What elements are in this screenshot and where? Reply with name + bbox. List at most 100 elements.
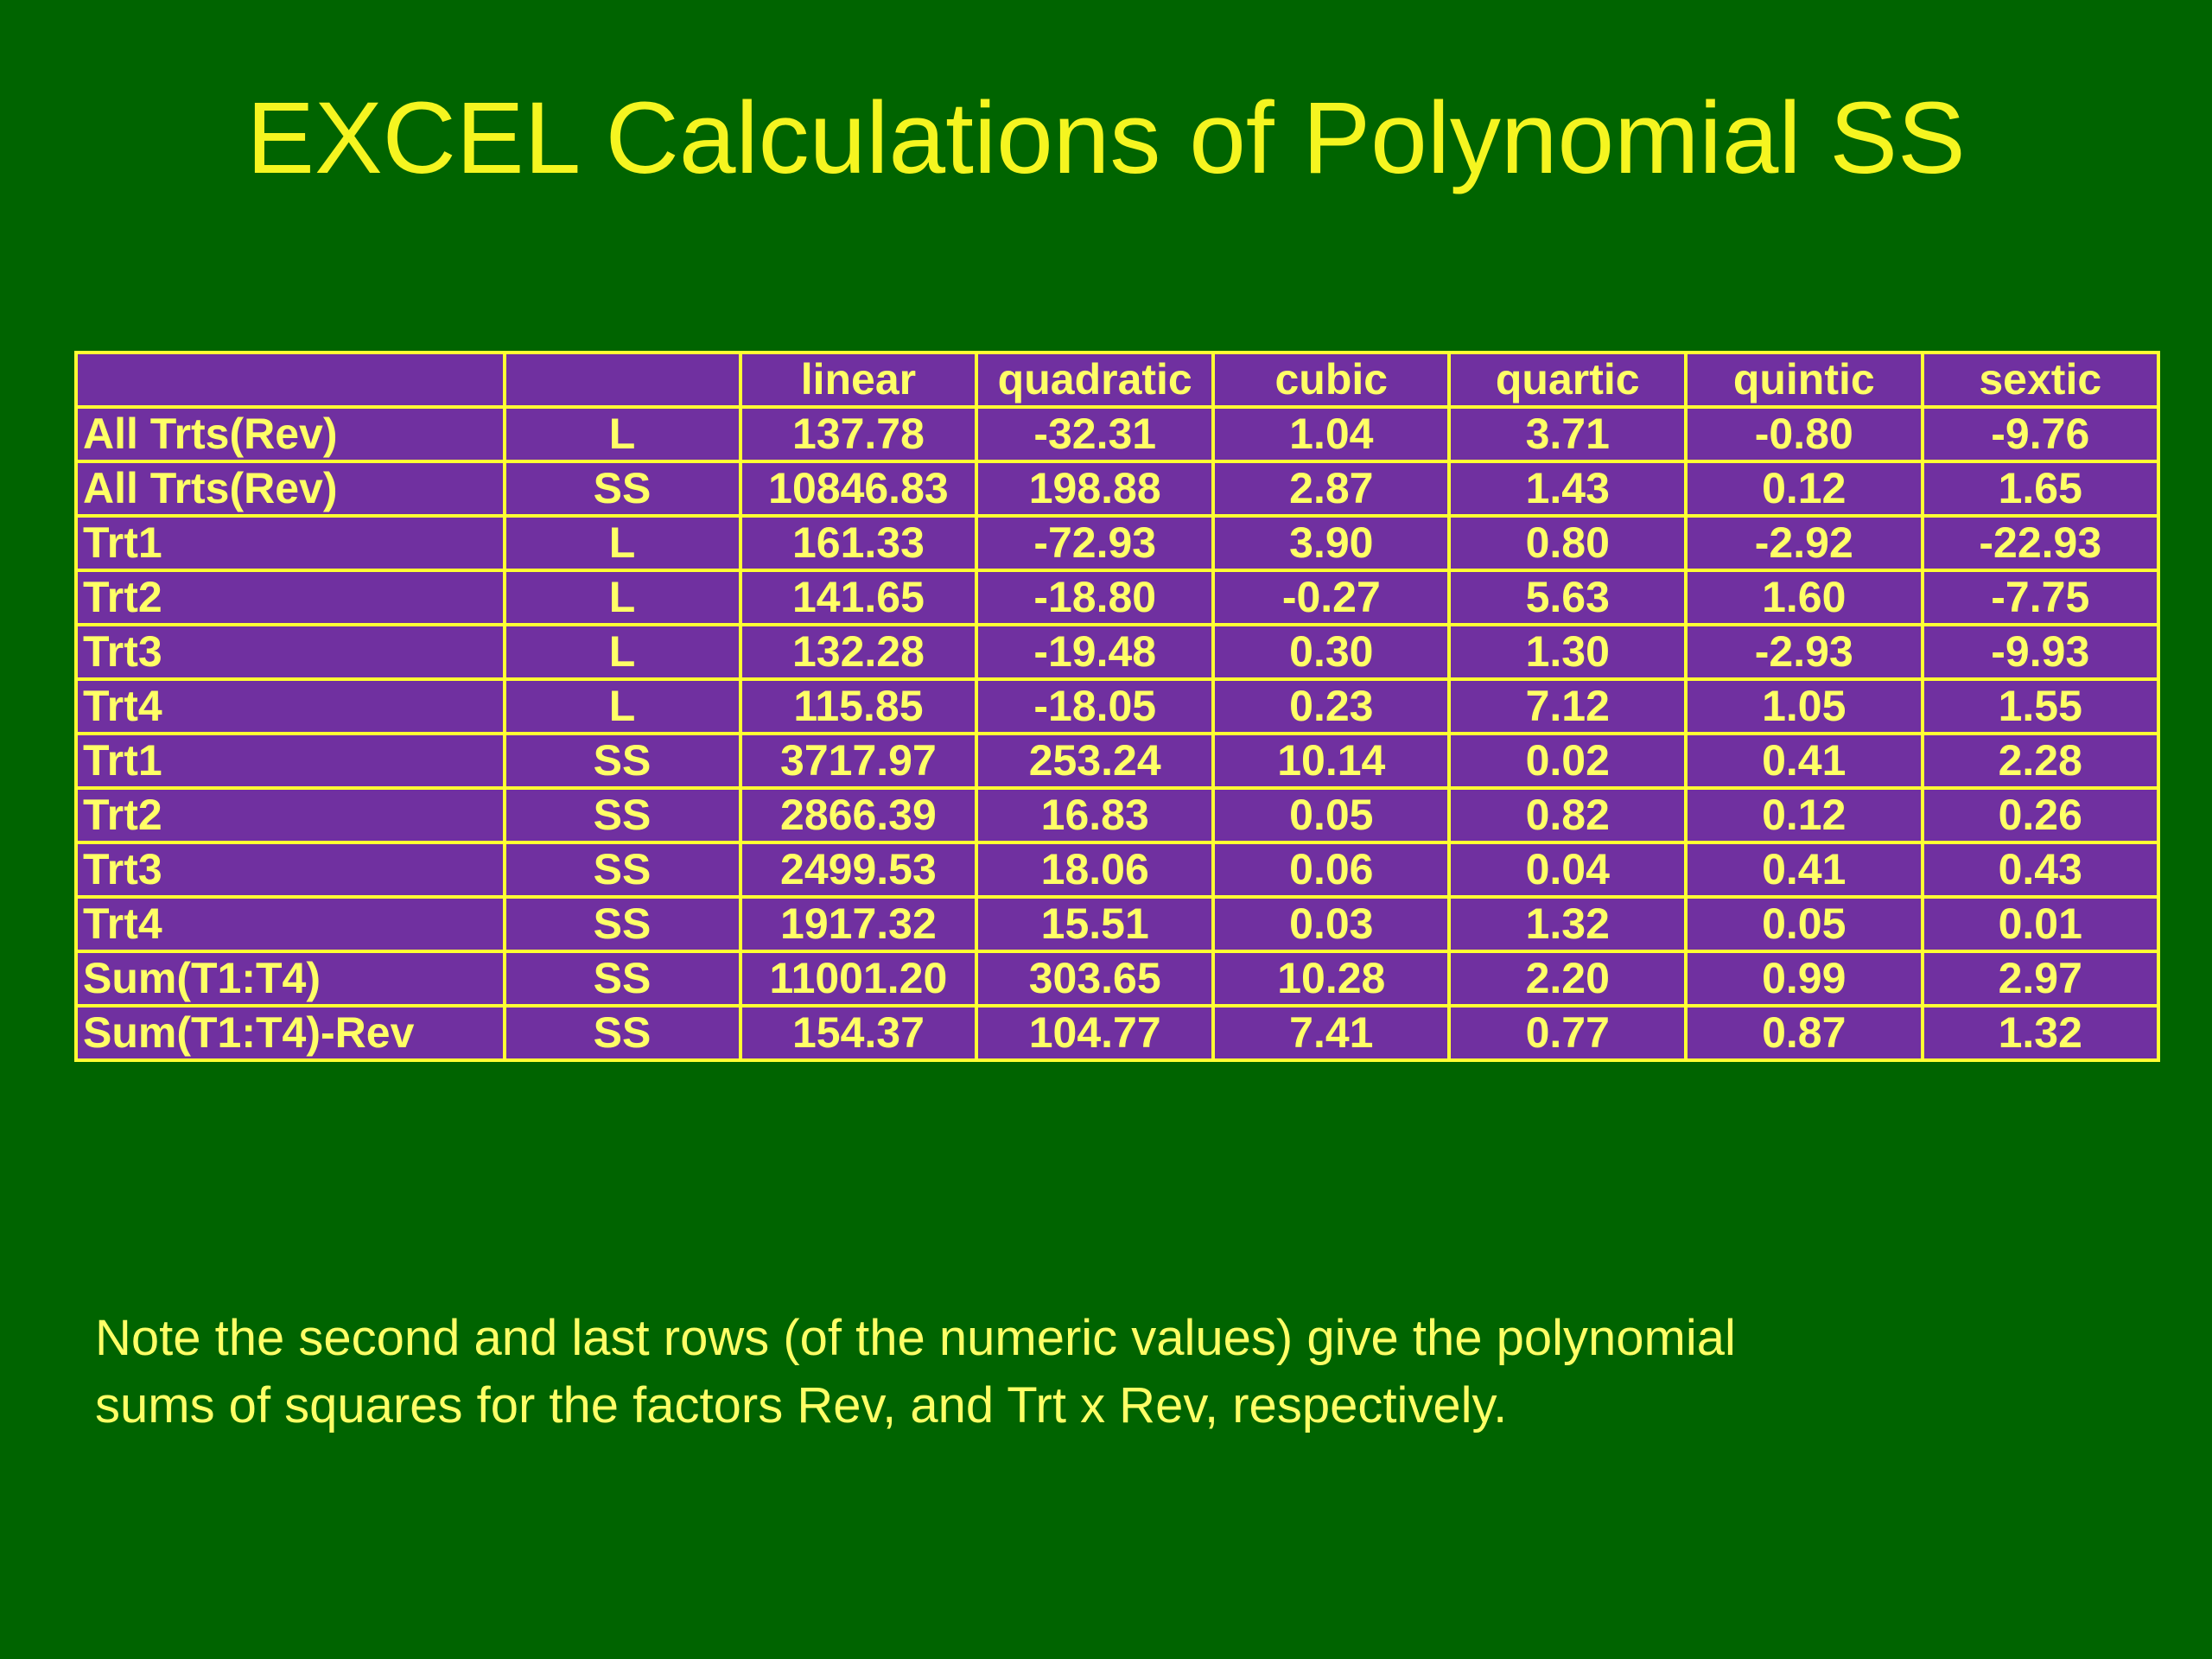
slide-title: EXCEL Calculations of Polynomial SS (246, 81, 1966, 195)
value-cell: 1.05 (1684, 677, 1924, 735)
value-cell: 0.99 (1684, 950, 1924, 1007)
stat-type-cell: SS (502, 786, 742, 844)
value-cell: 115.85 (738, 677, 979, 735)
header-cell-linear: linear (738, 351, 979, 409)
table-header-row: linear quadratic cubic quartic quintic s… (74, 351, 2161, 409)
value-cell: 10.14 (1211, 732, 1452, 790)
header-cell-quadratic: quadratic (975, 351, 1216, 409)
table-row: Trt1 SS 3717.97 253.24 10.14 0.02 0.41 2.28 (74, 732, 2161, 790)
value-cell: 0.23 (1211, 677, 1452, 735)
value-cell: -9.93 (1920, 623, 2161, 681)
value-cell: 0.06 (1211, 841, 1452, 899)
value-cell: 198.88 (975, 460, 1216, 518)
table-row: Trt3 SS 2499.53 18.06 0.06 0.04 0.41 0.43 (74, 841, 2161, 899)
value-cell: 0.41 (1684, 841, 1924, 899)
value-cell: 1.60 (1684, 569, 1924, 626)
value-cell: -2.92 (1684, 514, 1924, 572)
header-cell-cubic: cubic (1211, 351, 1452, 409)
stat-type-cell: L (502, 514, 742, 572)
stat-type-cell: L (502, 405, 742, 463)
value-cell: 2.28 (1920, 732, 2161, 790)
row-label-cell: Trt2 (74, 786, 506, 844)
table-row: Trt1 L 161.33 -72.93 3.90 0.80 -2.92 -22.93 (74, 514, 2161, 572)
table-row: All Trts(Rev) SS 10846.83 198.88 2.87 1.43 0.1… (74, 460, 2161, 518)
table-row: Trt2 L 141.65 -18.80 -0.27 5.63 1.60 -7.75 (74, 569, 2161, 626)
value-cell: 0.12 (1684, 786, 1924, 844)
value-cell: 16.83 (975, 786, 1216, 844)
header-cell-stat (502, 351, 742, 409)
value-cell: 2499.53 (738, 841, 979, 899)
value-cell: 104.77 (975, 1004, 1216, 1062)
value-cell: 0.77 (1447, 1004, 1688, 1062)
value-cell: 3.71 (1447, 405, 1688, 463)
table-body: All Trts(Rev) L 137.78 -32.31 1.04 3.71 -0.80-… (74, 405, 2161, 1062)
value-cell: 7.12 (1447, 677, 1688, 735)
value-cell: -19.48 (975, 623, 1216, 681)
stat-type-cell: SS (502, 460, 742, 518)
header-cell-sextic: sextic (1920, 351, 2161, 409)
header-cell-row-label (74, 351, 506, 409)
row-label-cell: Trt4 (74, 895, 506, 953)
value-cell: 1.65 (1920, 460, 2161, 518)
value-cell: -32.31 (975, 405, 1216, 463)
stat-type-cell: L (502, 677, 742, 735)
value-cell: 1.32 (1920, 1004, 2161, 1062)
value-cell: 2.97 (1920, 950, 2161, 1007)
stat-type-cell: SS (502, 732, 742, 790)
row-label-cell: Trt2 (74, 569, 506, 626)
value-cell: 154.37 (738, 1004, 979, 1062)
value-cell: 3717.97 (738, 732, 979, 790)
value-cell: 7.41 (1211, 1004, 1452, 1062)
row-label-cell: Trt1 (74, 732, 506, 790)
value-cell: -18.05 (975, 677, 1216, 735)
value-cell: 5.63 (1447, 569, 1688, 626)
table-row: Trt2 SS 2866.39 16.83 0.05 0.82 0.12 0.26 (74, 786, 2161, 844)
stat-type-cell: SS (502, 950, 742, 1007)
value-cell: -72.93 (975, 514, 1216, 572)
value-cell: 253.24 (975, 732, 1216, 790)
value-cell: 18.06 (975, 841, 1216, 899)
note-line-1: Note the second and last rows (of the nu… (95, 1310, 1736, 1366)
value-cell: 1.30 (1447, 623, 1688, 681)
value-cell: 141.65 (738, 569, 979, 626)
value-cell: 0.05 (1684, 895, 1924, 953)
value-cell: 0.03 (1211, 895, 1452, 953)
row-label-cell: All Trts(Rev) (74, 460, 506, 518)
value-cell: 2866.39 (738, 786, 979, 844)
value-cell: 2.20 (1447, 950, 1688, 1007)
value-cell: -9.76 (1920, 405, 2161, 463)
row-label-cell: Trt1 (74, 514, 506, 572)
stat-type-cell: SS (502, 841, 742, 899)
table-row: Trt3 L 132.28 -19.48 0.30 1.30 -2.93 -9.93 (74, 623, 2161, 681)
row-label-cell: All Trts(Rev) (74, 405, 506, 463)
value-cell: 1.55 (1920, 677, 2161, 735)
header-cell-quintic: quintic (1684, 351, 1924, 409)
value-cell: 2.87 (1211, 460, 1452, 518)
value-cell: 0.82 (1447, 786, 1688, 844)
value-cell: -0.27 (1211, 569, 1452, 626)
polynomial-ss-table: linear quadratic cubic quartic quintic s… (74, 351, 2161, 1062)
stat-type-cell: L (502, 569, 742, 626)
value-cell: 0.80 (1447, 514, 1688, 572)
value-cell: 132.28 (738, 623, 979, 681)
value-cell: 0.04 (1447, 841, 1688, 899)
value-cell: 0.26 (1920, 786, 2161, 844)
table-row: All Trts(Rev) L 137.78 -32.31 1.04 3.71 -0.80-… (74, 405, 2161, 463)
value-cell: 0.43 (1920, 841, 2161, 899)
value-cell: 161.33 (738, 514, 979, 572)
value-cell: 15.51 (975, 895, 1216, 953)
row-label-cell: Sum(T1:T4)-Rev (74, 1004, 506, 1062)
value-cell: 0.41 (1684, 732, 1924, 790)
value-cell: 0.30 (1211, 623, 1452, 681)
value-cell: 0.87 (1684, 1004, 1924, 1062)
table-row: Trt4 L 115.85 -18.05 0.23 7.12 1.05 1.55 (74, 677, 2161, 735)
value-cell: 10846.83 (738, 460, 979, 518)
row-label-cell: Trt3 (74, 623, 506, 681)
stat-type-cell: SS (502, 1004, 742, 1062)
value-cell: 0.05 (1211, 786, 1452, 844)
value-cell: 11001.20 (738, 950, 979, 1007)
value-cell: -22.93 (1920, 514, 2161, 572)
row-label-cell: Trt4 (74, 677, 506, 735)
header-cell-quartic: quartic (1447, 351, 1688, 409)
value-cell: 0.01 (1920, 895, 2161, 953)
